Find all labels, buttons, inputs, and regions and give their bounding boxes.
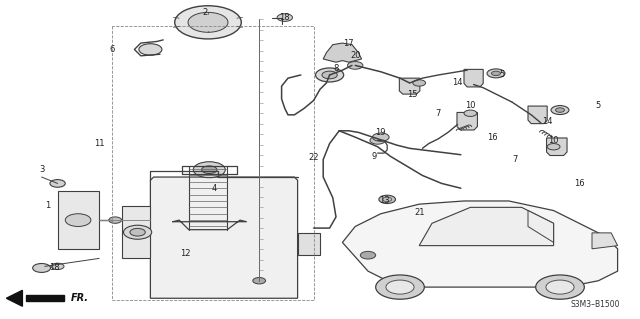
Text: 10: 10 bbox=[548, 136, 559, 145]
Text: 13: 13 bbox=[379, 197, 389, 205]
Circle shape bbox=[413, 206, 426, 212]
Text: 4: 4 bbox=[212, 184, 217, 193]
Polygon shape bbox=[122, 206, 150, 258]
Polygon shape bbox=[298, 233, 320, 255]
Text: S3M3–B1500: S3M3–B1500 bbox=[570, 300, 620, 309]
Text: 7: 7 bbox=[436, 109, 441, 118]
Text: 15: 15 bbox=[408, 90, 418, 99]
Text: 5: 5 bbox=[596, 101, 601, 110]
Circle shape bbox=[370, 137, 385, 144]
Circle shape bbox=[487, 69, 505, 78]
Polygon shape bbox=[323, 43, 362, 62]
Circle shape bbox=[379, 195, 396, 204]
Circle shape bbox=[316, 68, 344, 82]
Text: 3: 3 bbox=[39, 165, 44, 174]
Circle shape bbox=[322, 71, 337, 79]
Polygon shape bbox=[528, 106, 547, 123]
Text: 16: 16 bbox=[488, 133, 498, 142]
Polygon shape bbox=[342, 201, 618, 287]
Polygon shape bbox=[592, 233, 618, 249]
Text: 14: 14 bbox=[542, 117, 552, 126]
Text: 19: 19 bbox=[376, 128, 386, 137]
Polygon shape bbox=[528, 211, 554, 242]
Text: 12: 12 bbox=[180, 249, 191, 258]
Circle shape bbox=[124, 225, 152, 239]
Circle shape bbox=[188, 12, 228, 32]
Text: 20: 20 bbox=[350, 51, 360, 60]
Text: 18: 18 bbox=[49, 263, 60, 272]
Circle shape bbox=[386, 280, 414, 294]
Text: 8: 8 bbox=[333, 64, 339, 73]
Polygon shape bbox=[419, 207, 554, 246]
Text: 22: 22 bbox=[308, 153, 319, 162]
Circle shape bbox=[253, 278, 266, 284]
Circle shape bbox=[376, 275, 424, 299]
Circle shape bbox=[464, 110, 477, 116]
Circle shape bbox=[50, 180, 65, 187]
Polygon shape bbox=[150, 177, 298, 298]
Text: 2: 2 bbox=[202, 8, 207, 17]
Polygon shape bbox=[6, 290, 22, 306]
Circle shape bbox=[109, 217, 122, 223]
Circle shape bbox=[348, 62, 363, 69]
Circle shape bbox=[65, 214, 91, 226]
Polygon shape bbox=[58, 191, 99, 249]
Circle shape bbox=[277, 14, 292, 21]
Polygon shape bbox=[399, 78, 420, 94]
Circle shape bbox=[139, 44, 162, 55]
Circle shape bbox=[360, 251, 376, 259]
Circle shape bbox=[547, 144, 560, 150]
Circle shape bbox=[202, 166, 217, 174]
Text: FR.: FR. bbox=[70, 293, 88, 303]
Text: 7: 7 bbox=[513, 155, 518, 164]
Circle shape bbox=[51, 263, 64, 270]
Circle shape bbox=[492, 71, 500, 76]
Circle shape bbox=[130, 228, 145, 236]
Text: 18: 18 bbox=[280, 13, 290, 22]
Text: 9: 9 bbox=[372, 152, 377, 161]
Circle shape bbox=[33, 263, 51, 272]
Circle shape bbox=[551, 106, 569, 115]
Text: 10: 10 bbox=[465, 101, 476, 110]
Polygon shape bbox=[464, 70, 483, 87]
Circle shape bbox=[556, 108, 564, 112]
Polygon shape bbox=[547, 138, 567, 156]
Text: 14: 14 bbox=[452, 78, 463, 87]
Circle shape bbox=[193, 162, 225, 178]
Polygon shape bbox=[457, 113, 477, 130]
Text: 16: 16 bbox=[574, 179, 584, 188]
Text: 21: 21 bbox=[414, 208, 424, 217]
Text: 1: 1 bbox=[45, 201, 51, 210]
Circle shape bbox=[175, 6, 241, 39]
Circle shape bbox=[546, 280, 574, 294]
Circle shape bbox=[372, 133, 389, 141]
Text: 17: 17 bbox=[344, 39, 354, 48]
Text: 5: 5 bbox=[500, 70, 505, 79]
Circle shape bbox=[536, 275, 584, 299]
Text: 11: 11 bbox=[94, 139, 104, 148]
Polygon shape bbox=[26, 295, 64, 301]
Circle shape bbox=[413, 80, 426, 86]
Text: 6: 6 bbox=[109, 45, 115, 54]
